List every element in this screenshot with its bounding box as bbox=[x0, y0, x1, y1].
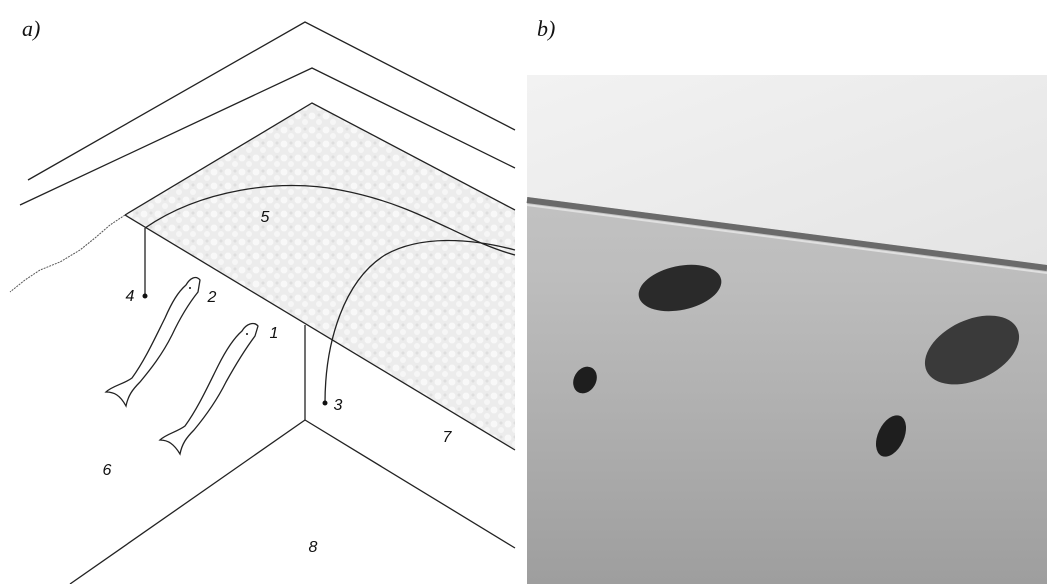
panel-b: b) bbox=[527, 16, 1047, 584]
corner-line bbox=[70, 420, 305, 584]
callout: 1 bbox=[270, 325, 279, 342]
callout: 3 bbox=[334, 397, 343, 414]
point bbox=[323, 401, 328, 406]
panel-a: a) 1 2 3 4 5 6 7 8 bbox=[10, 16, 515, 584]
callout: 8 bbox=[309, 539, 318, 556]
figure: a) 1 2 3 4 5 6 7 8 b) bbox=[0, 0, 1047, 584]
callout: 5 bbox=[261, 209, 270, 226]
callout: 6 bbox=[103, 462, 112, 479]
callout: 4 bbox=[126, 288, 135, 305]
callout: 7 bbox=[443, 429, 453, 446]
dolphin bbox=[160, 324, 258, 454]
panel-label: a) bbox=[22, 16, 40, 41]
panel-label: b) bbox=[537, 16, 555, 41]
foam-area bbox=[125, 103, 515, 450]
dolphin bbox=[106, 278, 200, 406]
callout: 2 bbox=[207, 289, 217, 306]
point bbox=[143, 294, 148, 299]
ice-edge bbox=[10, 215, 125, 292]
corner-line bbox=[305, 420, 515, 548]
